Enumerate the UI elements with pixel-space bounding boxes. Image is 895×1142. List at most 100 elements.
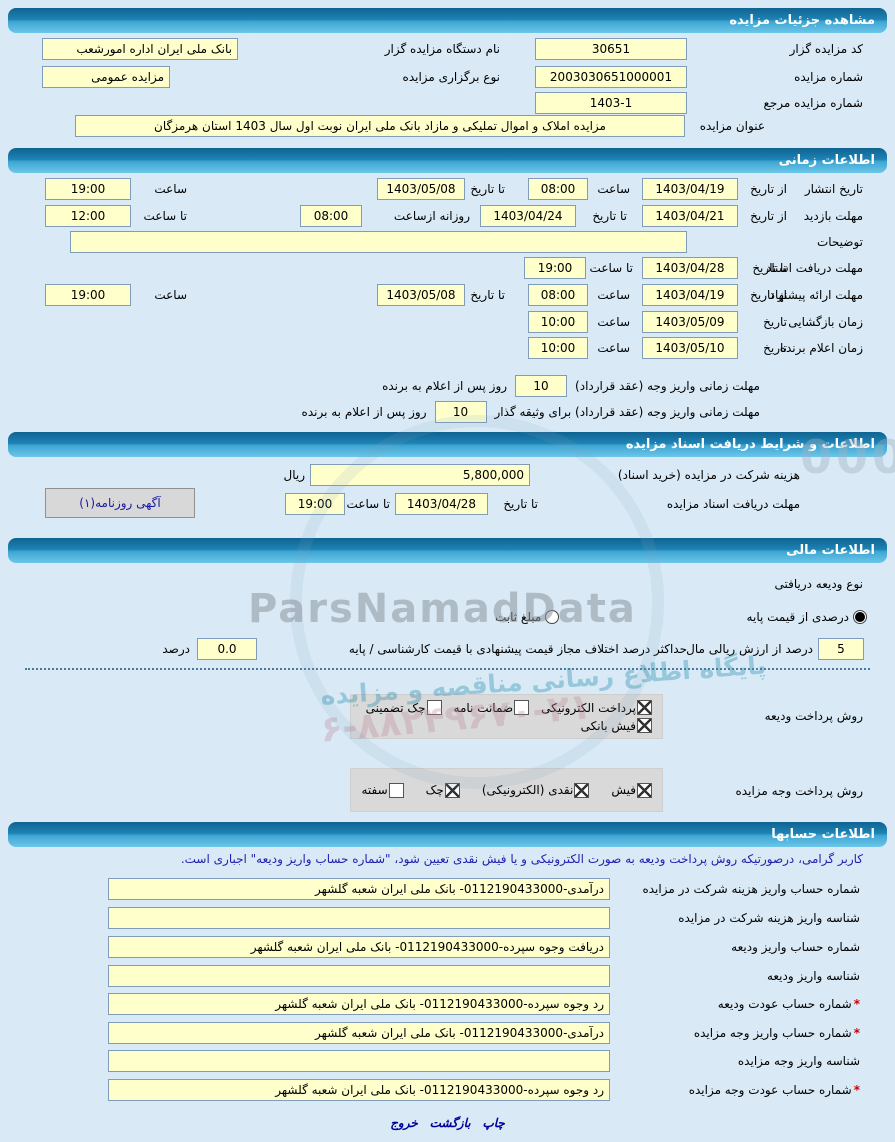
account-input[interactable] [108, 1022, 610, 1044]
account-label-text: شماره حساب واریز وجه مزایده [693, 1026, 852, 1040]
exit-link[interactable]: خروج [390, 1116, 418, 1130]
account-input[interactable] [108, 1050, 610, 1072]
account-row-label: شناسه واریز هزینه شرکت در مزایده [678, 907, 860, 929]
account-row-label: شماره حساب واریز هزینه شرکت در مزایده [642, 878, 860, 900]
offer-from-time-input[interactable] [528, 284, 588, 306]
account-label-text: شناسه واریز هزینه شرکت در مزایده [678, 911, 860, 925]
account-input[interactable] [108, 965, 610, 987]
account-input[interactable] [108, 1079, 610, 1101]
bank-slip-checkbox[interactable] [637, 718, 652, 733]
promissory-checkbox[interactable] [388, 782, 404, 798]
opening-time-label: زمان بازگشایی [788, 315, 863, 329]
deposit-type-label: نوع ودیعه دریافتی [774, 577, 863, 591]
to-hour-label: تا ساعت [143, 209, 187, 223]
docs-deadline-time-input[interactable] [285, 493, 345, 515]
visit-deadline-label: مهلت بازدید [803, 209, 863, 223]
cash-electronic-label: نقدی (الکترونیکی) [481, 783, 574, 797]
notes-input[interactable] [70, 231, 687, 253]
fee-input[interactable] [310, 464, 530, 486]
date-label: تاریخ [763, 315, 787, 329]
certified-check-label: چک تضمینی [365, 700, 426, 715]
auction-title-label: عنوان مزایده [699, 119, 765, 133]
slip-label: فیش [611, 783, 636, 797]
doc-receive-to-time-input[interactable] [524, 257, 586, 279]
payment-method-promissory[interactable]: سفته [361, 782, 404, 798]
watermark-brand: ParsNamadData [248, 586, 637, 632]
docs-deadline-date-input[interactable] [395, 493, 488, 515]
publish-from-date-input[interactable] [642, 178, 738, 200]
account-label-text: شناسه واریز وجه مزایده [737, 1054, 860, 1068]
publish-to-time-input[interactable] [45, 178, 131, 200]
daily-from-label: روزانه ازساعت [393, 209, 470, 223]
deposit-method-group: پرداخت الکترونیکی ضمانت نامه چک تضمینی ف… [350, 694, 663, 739]
offer-from-date-input[interactable] [642, 284, 738, 306]
opening-time-input[interactable] [528, 311, 588, 333]
date-label: تاریخ [763, 341, 787, 355]
auction-code-label: کد مزایده گزار [789, 42, 863, 56]
auction-title-input[interactable] [75, 115, 685, 137]
deposit-percent-input[interactable] [818, 638, 864, 660]
newspaper-ad-button[interactable]: آگهی روزنامه(۱) [45, 488, 195, 518]
rial-unit-label: ریال [283, 468, 305, 482]
account-input[interactable] [108, 936, 610, 958]
doc-receive-to-date-input[interactable] [642, 257, 738, 279]
certified-check-checkbox[interactable] [426, 700, 442, 715]
fixed-radio[interactable] [545, 610, 560, 624]
offer-to-time-input[interactable] [45, 284, 131, 306]
account-input[interactable] [108, 993, 610, 1015]
publish-from-time-input[interactable] [528, 178, 588, 200]
pay-contract-suffix: روز پس از اعلام به برنده [382, 379, 508, 393]
back-link[interactable]: بازگشت [429, 1116, 471, 1130]
winner-date-input[interactable] [642, 337, 738, 359]
percent-radio[interactable] [853, 610, 867, 624]
account-row-label: *شماره حساب عودت وجه مزایده [689, 1079, 860, 1101]
check-label: چک [425, 783, 444, 797]
org-name-label: نام دستگاه مزایده گزار [384, 42, 500, 56]
cash-electronic-checkbox[interactable] [574, 782, 590, 798]
org-name-input[interactable] [42, 38, 238, 60]
to-date-label: تا تاریخ [503, 497, 538, 511]
slip-checkbox[interactable] [637, 782, 652, 798]
pay-guarantor-days-input[interactable] [434, 401, 487, 423]
auction-code-input[interactable] [535, 38, 687, 60]
deposit-type-percent-option[interactable]: درصدی از قیمت پایه [747, 610, 867, 624]
auction-type-input[interactable] [42, 66, 170, 88]
check-checkbox[interactable] [444, 782, 460, 798]
visit-to-time-input[interactable] [45, 205, 131, 227]
publish-to-date-input[interactable] [377, 178, 465, 200]
notes-label: توضیحات [816, 235, 863, 249]
auction-type-label: نوع برگزاری مزایده [402, 70, 500, 84]
pay-contract-days-input[interactable] [515, 375, 568, 397]
account-row-label: شماره حساب واریز ودیعه [731, 936, 860, 958]
opening-date-input[interactable] [642, 311, 738, 333]
max-diff-label: حداکثر درصد اختلاف مجاز قیمت پیشنهادی با… [348, 642, 687, 656]
payment-method-slip[interactable]: فیش [611, 782, 652, 798]
guarantee-checkbox[interactable] [514, 700, 530, 715]
winner-time-input[interactable] [528, 337, 588, 359]
deposit-method-electronic[interactable]: پرداخت الکترونیکی [541, 700, 652, 715]
print-link[interactable]: چاپ [482, 1116, 505, 1130]
max-diff-input[interactable] [197, 638, 257, 660]
visit-to-date-input[interactable] [480, 205, 576, 227]
deposit-method-certified-check[interactable]: چک تضمینی [366, 700, 442, 715]
deposit-method-bank-slip[interactable]: فیش بانکی [581, 718, 652, 733]
hour-label: ساعت [597, 288, 630, 302]
ref-number-input[interactable] [535, 92, 687, 114]
offer-to-date-input[interactable] [377, 284, 465, 306]
pay-guarantor-suffix: روز پس از اعلام به برنده [301, 405, 427, 419]
visit-daily-from-time-input[interactable] [300, 205, 362, 227]
accounts-note: کاربر گرامی، درصورتیکه روش پرداخت ودیعه … [180, 852, 863, 866]
account-input[interactable] [108, 878, 610, 900]
account-input[interactable] [108, 907, 610, 929]
deposit-type-fixed-option[interactable]: مبلغ ثابت [495, 610, 560, 624]
doc-receive-deadline-label: مهلت دریافت اسناد [765, 261, 863, 275]
electronic-payment-checkbox[interactable] [637, 700, 652, 715]
account-row-label: *شماره حساب عودت ودیعه [718, 993, 860, 1015]
payment-method-cash[interactable]: نقدی (الکترونیکی) [481, 782, 590, 798]
deposit-method-guarantee[interactable]: ضمانت نامه [454, 700, 530, 715]
visit-from-date-input[interactable] [642, 205, 738, 227]
auction-number-input[interactable] [535, 66, 687, 88]
percent-of-value-label: درصد از ارزش ریالی مال [686, 642, 813, 656]
account-label-text: شماره حساب عودت ودیعه [717, 997, 852, 1011]
payment-method-check[interactable]: چک [425, 782, 460, 798]
